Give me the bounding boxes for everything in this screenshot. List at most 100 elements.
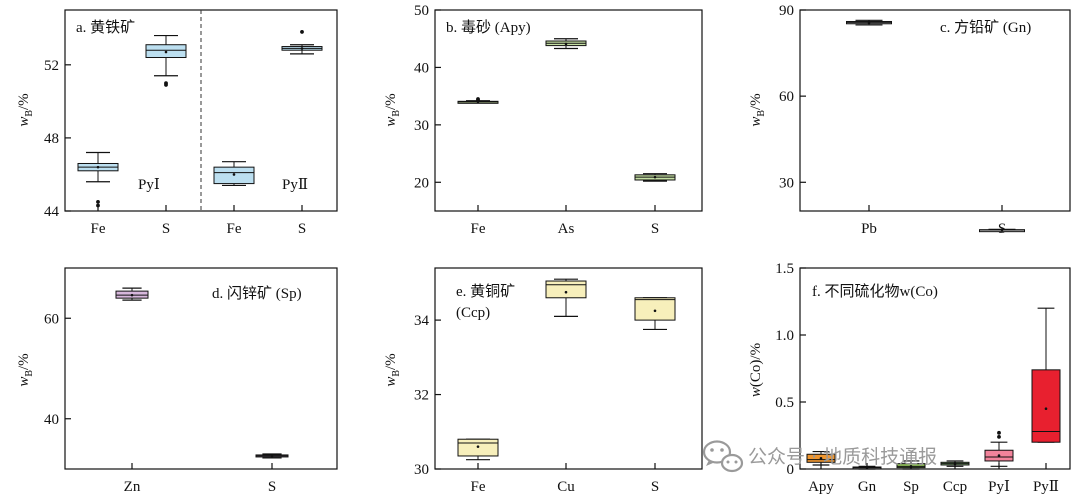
box-d-1 bbox=[255, 453, 289, 459]
mean-marker bbox=[130, 293, 134, 297]
x-tick-label: S bbox=[268, 479, 276, 495]
x-tick-label: Fe bbox=[91, 221, 106, 237]
outlier-point bbox=[997, 434, 1001, 439]
mean-marker bbox=[564, 42, 568, 46]
panel-title: d. 闪锌矿 (Sp) bbox=[212, 285, 302, 302]
x-tick-label: Ccp bbox=[943, 479, 967, 495]
mean-marker bbox=[909, 465, 913, 468]
mean-marker bbox=[1044, 407, 1048, 411]
x-tick-label: S bbox=[651, 479, 659, 495]
x-tick-label: S bbox=[162, 221, 170, 237]
y-tick-label: 0 bbox=[787, 462, 795, 478]
y-axis-label: w(Co)/% bbox=[748, 343, 764, 397]
box-iqr bbox=[1031, 369, 1061, 443]
y-tick-label: 30 bbox=[414, 462, 429, 478]
mean-marker bbox=[164, 50, 168, 54]
outlier-point bbox=[300, 30, 304, 34]
box-iqr bbox=[545, 280, 587, 299]
box-d-0 bbox=[115, 287, 149, 301]
y-tick-label: 1.5 bbox=[775, 261, 794, 277]
x-tick-label: Zn bbox=[124, 479, 141, 495]
box-a-0 bbox=[77, 151, 119, 208]
y-tick-label: 90 bbox=[779, 3, 794, 19]
box-iqr bbox=[634, 297, 676, 321]
x-tick-label: Fe bbox=[227, 221, 242, 237]
y-tick-label: 60 bbox=[44, 311, 59, 327]
watermark: 公众号 · 地质科技通报 bbox=[702, 440, 937, 473]
box-a-2 bbox=[213, 161, 255, 187]
plot-frame bbox=[799, 9, 1071, 212]
panel-title: e. 黄铜矿 bbox=[456, 283, 515, 300]
box-b-2 bbox=[634, 173, 676, 182]
mean-marker bbox=[997, 454, 1001, 457]
box-c-0 bbox=[846, 19, 892, 26]
mean-marker bbox=[865, 466, 869, 469]
outlier-point bbox=[164, 83, 168, 87]
x-tick-label: PyⅡ bbox=[1033, 479, 1059, 495]
mean-marker bbox=[232, 173, 236, 176]
mean-marker bbox=[300, 47, 304, 50]
box-a-3 bbox=[281, 30, 323, 55]
y-axis-label: wB/% bbox=[383, 93, 402, 126]
x-tick-label: Cu bbox=[557, 479, 575, 495]
panel-f: 0 0.5 1.0 1.5 w(Co)/% Apy Gn Sp Ccp PyⅠ PyⅡ f. 不同硫化… bbox=[748, 261, 1071, 495]
mean-marker bbox=[564, 290, 568, 294]
x-tick-label: Apy bbox=[808, 479, 834, 495]
plot-frame bbox=[799, 267, 1071, 470]
y-tick-label: 40 bbox=[44, 412, 59, 428]
y-axis-label: wB/% bbox=[16, 93, 35, 126]
box-b-1 bbox=[545, 38, 587, 50]
x-tick-label: Gn bbox=[858, 479, 877, 495]
panel-title-line2: (Ccp) bbox=[456, 305, 490, 321]
plot-frame bbox=[434, 9, 703, 212]
watermark-text: 公众号 · 地质科技通报 bbox=[748, 446, 937, 468]
x-tick-label: Pb bbox=[861, 221, 877, 237]
y-tick-label: 34 bbox=[414, 313, 430, 329]
mean-marker bbox=[953, 462, 957, 465]
x-tick-label: S bbox=[651, 221, 659, 237]
panel-title: a. 黄铁矿 bbox=[76, 19, 135, 36]
panel-title: f. 不同硫化物w(Co) bbox=[812, 283, 938, 300]
x-tick-label: As bbox=[558, 221, 575, 237]
panel-a: 44 48 52 wB/% Fe S Fe Sa. 黄铁矿 PyⅠ PyⅡ bbox=[16, 9, 338, 237]
mean-marker bbox=[653, 309, 657, 313]
mean-marker bbox=[867, 21, 871, 24]
x-tick-label: Sp bbox=[903, 479, 919, 495]
plot-frame bbox=[434, 267, 703, 470]
mean-marker bbox=[1000, 228, 1004, 232]
box-f-0 bbox=[806, 450, 836, 466]
mean-marker bbox=[653, 175, 657, 179]
mean-marker bbox=[96, 165, 100, 169]
box-e-1 bbox=[545, 278, 587, 317]
y-tick-label: 50 bbox=[414, 3, 429, 19]
y-tick-label: 30 bbox=[779, 175, 794, 191]
wechat-icon bbox=[702, 440, 744, 473]
outlier-point bbox=[96, 203, 100, 208]
y-tick-label: 60 bbox=[779, 89, 794, 105]
box-e-2 bbox=[634, 297, 676, 331]
x-tick-label: S bbox=[298, 221, 306, 237]
y-tick-label: 30 bbox=[414, 118, 429, 134]
x-tick-label: PyⅠ bbox=[988, 479, 1010, 495]
box-b-0 bbox=[457, 97, 499, 104]
panel-title: c. 方铅矿 (Gn) bbox=[940, 19, 1031, 36]
mean-marker bbox=[819, 456, 823, 460]
box-f-3 bbox=[940, 460, 970, 467]
y-tick-label: 44 bbox=[44, 204, 60, 220]
box-f-4 bbox=[984, 430, 1014, 467]
box-c-1 bbox=[979, 228, 1025, 233]
y-axis-label: wB/% bbox=[748, 93, 767, 126]
plot-frame bbox=[64, 267, 338, 470]
box-e-0 bbox=[457, 438, 499, 461]
y-axis-label: wB/% bbox=[383, 353, 402, 386]
y-tick-label: 40 bbox=[414, 60, 429, 76]
group-label: PyⅡ bbox=[282, 177, 308, 193]
outlier-point bbox=[476, 98, 480, 103]
y-tick-label: 32 bbox=[414, 388, 429, 404]
outlier-point bbox=[96, 199, 100, 204]
y-tick-label: 0.5 bbox=[775, 395, 794, 411]
box-f-1 bbox=[852, 465, 882, 470]
mean-marker bbox=[270, 454, 274, 458]
